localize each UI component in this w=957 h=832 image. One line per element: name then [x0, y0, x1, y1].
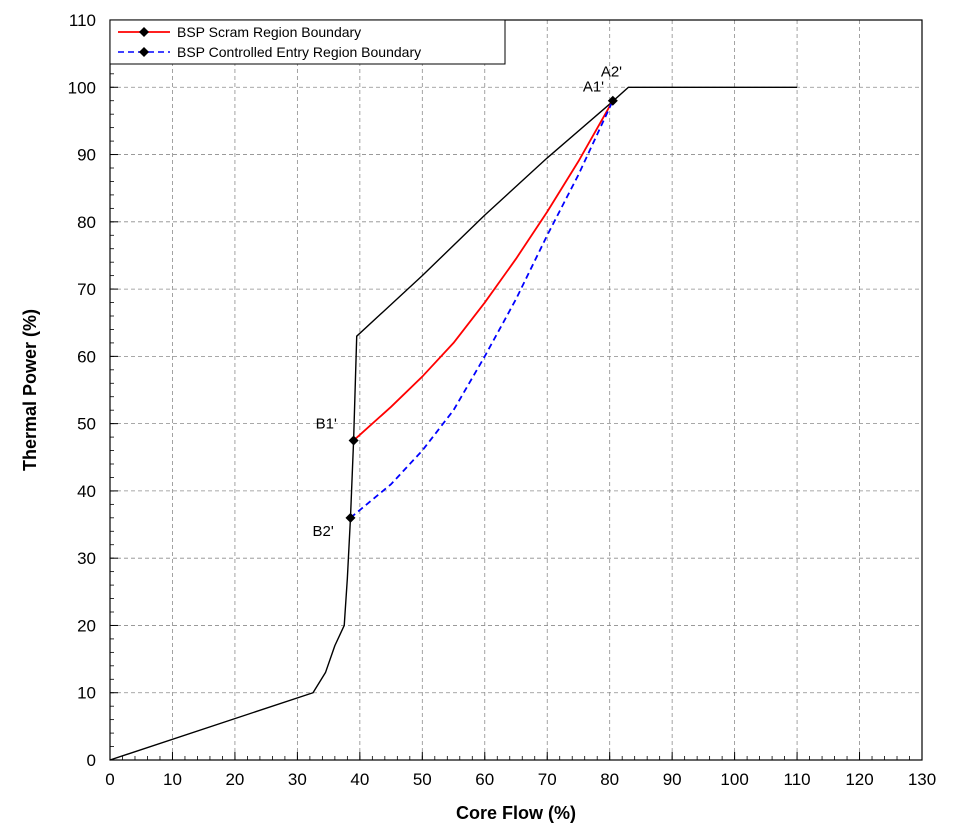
x-tick-label: 80: [600, 770, 619, 789]
series-line-scram: [352, 100, 614, 442]
point-label: B2': [312, 523, 333, 540]
y-axis-title: Thermal Power (%): [20, 309, 40, 471]
point-label: A2': [601, 64, 622, 81]
legend-marker-scram: [139, 27, 149, 37]
x-tick-label: 130: [908, 770, 936, 789]
x-tick-labels: 0 10 20 30 40 50 60 70 80 90 100 110 120 130: [105, 770, 936, 789]
point-label: B1': [316, 415, 337, 432]
x-tick-label: 70: [538, 770, 557, 789]
x-tick-label: 0: [105, 770, 114, 789]
point-marker: [348, 435, 359, 446]
y-tick-label: 110: [69, 11, 96, 30]
x-axis-title: Core Flow (%): [456, 803, 576, 823]
x-tick-label: 10: [163, 770, 182, 789]
x-tick-label: 60: [475, 770, 494, 789]
x-tick-label: 110: [784, 770, 811, 789]
x-tick-label: 90: [663, 770, 682, 789]
plot-frame: [109, 19, 923, 761]
plot-background: [110, 20, 922, 760]
y-tick-labels: 0 10 20 30 40 50 60 70 80 90 100 110: [68, 11, 96, 770]
legend-label-scram: BSP Scram Region Boundary: [177, 24, 361, 40]
point-marker: [607, 95, 618, 106]
legend-label-controlled: BSP Controlled Entry Region Boundary: [177, 44, 421, 60]
point-marker: [345, 512, 356, 523]
y-tick-label: 50: [77, 415, 96, 434]
grid: [109, 19, 923, 761]
x-tick-label: 120: [845, 770, 873, 789]
y-tick-label: 40: [77, 482, 96, 501]
legend: BSP Scram Region Boundary BSP Controlled…: [109, 19, 506, 65]
y-tick-label: 100: [68, 78, 96, 97]
points-layer: B1' B2' A1'A2': [312, 64, 622, 540]
series-line-controlled: [349, 100, 614, 519]
y-tick-label: 90: [77, 146, 96, 165]
y-tick-label: 20: [77, 616, 96, 635]
legend-marker-controlled: [139, 47, 149, 57]
y-tick-label: 10: [77, 684, 96, 703]
y-tick-label: 70: [77, 280, 96, 299]
y-tick-label: 0: [87, 751, 96, 770]
y-tick-label: 80: [77, 213, 96, 232]
x-tick-label: 30: [288, 770, 307, 789]
y-tick-label: 30: [77, 549, 96, 568]
point-label: A1': [583, 79, 604, 96]
x-tick-label: 50: [413, 770, 432, 789]
legend-box: [109, 19, 506, 65]
x-tick-label: 40: [350, 770, 369, 789]
x-tick-label: 20: [225, 770, 244, 789]
x-tick-label: 100: [720, 770, 748, 789]
y-tick-label: 60: [77, 347, 96, 366]
